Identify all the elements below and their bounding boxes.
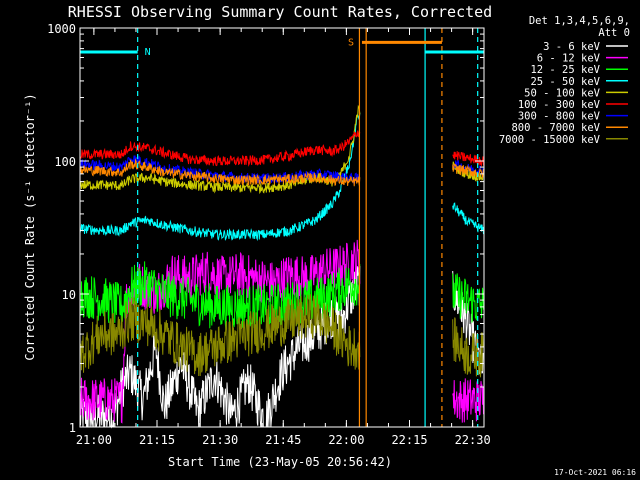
x-tick-label-1: 21:15 xyxy=(139,433,175,447)
x-tick-label-5: 22:15 xyxy=(391,433,427,447)
legend-header-0: Det 1,3,4,5,6,9, xyxy=(529,15,630,27)
x-axis-label: Start Time (23-May-05 20:56:42) xyxy=(168,455,392,469)
y-axis-label: Corrected Count Rate (s⁻¹ detector⁻¹) xyxy=(23,93,37,360)
series-line-100-300kev-1 xyxy=(452,151,484,167)
legend-label-0: 3 - 6 keV xyxy=(543,41,601,53)
timestamp: 17-Oct-2021 06:16 xyxy=(554,468,636,477)
x-tick-label-3: 21:45 xyxy=(265,433,301,447)
series-line-7000-15000kev-0 xyxy=(79,294,361,377)
legend-label-2: 12 - 25 keV xyxy=(530,64,600,76)
series-line-25-50kev-0 xyxy=(79,112,361,242)
series-line-12-25kev-1 xyxy=(452,273,484,323)
series-line-3-6kev-0 xyxy=(79,265,361,429)
series-line-7000-15000kev-1 xyxy=(452,317,484,378)
x-tick-label-6: 22:30 xyxy=(455,433,491,447)
series-line-800-7000kev-1 xyxy=(452,163,484,178)
x-tick-label-4: 22:00 xyxy=(328,433,364,447)
legend-header-1: Att 0 xyxy=(598,27,630,39)
x-tick-label-2: 21:30 xyxy=(202,433,238,447)
y-tick-label-2: 100 xyxy=(54,155,76,169)
series-line-6-12kev-1 xyxy=(452,378,484,423)
legend-label-6: 300 - 800 keV xyxy=(518,111,601,123)
y-tick-label-0: 1 xyxy=(69,421,76,435)
legend-label-1: 6 - 12 keV xyxy=(537,53,601,65)
x-tick-label-0: 21:00 xyxy=(76,433,112,447)
plot-frame xyxy=(79,27,485,428)
series-line-800-7000kev-0 xyxy=(79,158,361,187)
flag-label-s: S xyxy=(348,37,354,48)
y-tick-label-3: 1000 xyxy=(47,22,76,36)
series-line-25-50kev-1 xyxy=(452,202,484,235)
legend-label-8: 7000 - 15000 keV xyxy=(499,134,601,146)
legend-label-7: 800 - 7000 keV xyxy=(511,122,600,134)
y-tick-label-1: 10 xyxy=(62,288,76,302)
chart-title: RHESSI Observing Summary Count Rates, Co… xyxy=(68,3,492,21)
legend-label-5: 100 - 300 keV xyxy=(518,99,601,111)
legend-label-3: 25 - 50 keV xyxy=(530,76,600,88)
legend-label-4: 50 - 100 keV xyxy=(524,87,601,99)
axes: 21:00 21:15 21:30 21:45 22:00 22:15 22:30 1 10 10… xyxy=(47,22,491,447)
series-line-100-300kev-0 xyxy=(79,130,361,167)
flag-label-n: N xyxy=(145,47,151,58)
plot-area: NS xyxy=(79,28,484,429)
